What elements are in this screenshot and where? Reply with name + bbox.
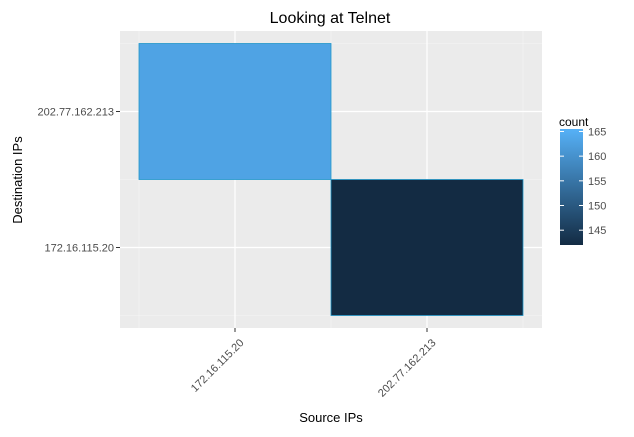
heatmap-cell <box>138 43 332 180</box>
legend-tick-label: 150 <box>588 201 606 213</box>
color-legend: count 145 150 155 160 165 <box>559 115 606 245</box>
legend-title: count <box>559 115 589 129</box>
legend-tick-label: 160 <box>588 151 606 163</box>
legend-tick-label: 165 <box>588 126 606 138</box>
legend-tick-label: 155 <box>588 176 606 188</box>
legend-colorbar <box>560 129 583 245</box>
x-tick-label: 172.16.115.20 <box>189 337 247 395</box>
x-axis-ticks: 172.16.115.20 202.77.162.213 <box>189 328 439 400</box>
y-tick-label: 172.16.115.20 <box>44 243 114 255</box>
y-axis-title: Destination IPs <box>10 136 25 224</box>
heatmap-cell <box>330 179 524 316</box>
y-tick-label: 202.77.162.213 <box>38 107 114 119</box>
x-axis-title: Source IPs <box>299 410 363 425</box>
heatmap-cells <box>138 43 524 316</box>
legend-ticks: 145 150 155 160 165 <box>560 126 606 237</box>
x-tick-label: 202.77.162.213 <box>376 337 439 400</box>
y-axis-ticks: 172.16.115.20 202.77.162.213 <box>38 107 120 255</box>
chart-title: Looking at Telnet <box>270 10 391 27</box>
legend-tick-label: 145 <box>588 225 606 237</box>
